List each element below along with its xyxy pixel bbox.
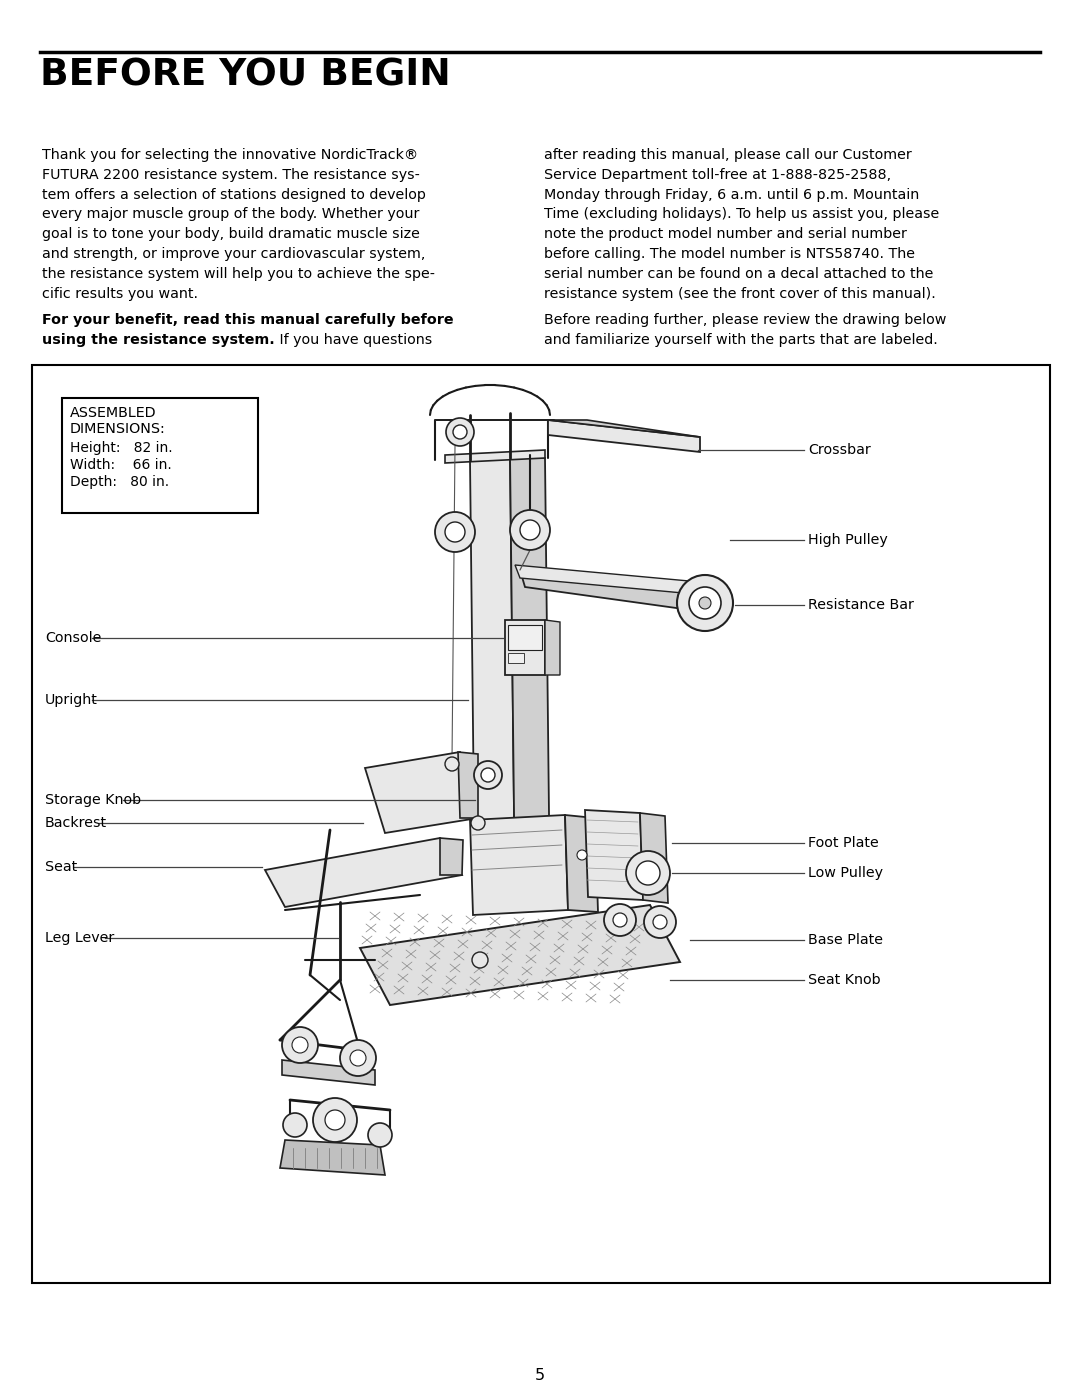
- Circle shape: [689, 587, 721, 619]
- Text: serial number can be found on a decal attached to the: serial number can be found on a decal at…: [544, 267, 933, 281]
- Polygon shape: [510, 455, 550, 902]
- Bar: [508, 624, 542, 650]
- Circle shape: [283, 1113, 307, 1137]
- Text: after reading this manual, please call our Customer: after reading this manual, please call o…: [544, 148, 912, 162]
- Polygon shape: [440, 838, 463, 875]
- Text: before calling. The model number is NTS58740. The: before calling. The model number is NTS5…: [544, 247, 915, 261]
- Circle shape: [577, 849, 588, 861]
- Polygon shape: [458, 752, 478, 819]
- Circle shape: [282, 1027, 318, 1063]
- Circle shape: [368, 1123, 392, 1147]
- Polygon shape: [265, 838, 462, 907]
- Text: and familiarize yourself with the parts that are labeled.: and familiarize yourself with the parts …: [544, 332, 937, 346]
- Bar: [505, 620, 545, 675]
- Text: If you have questions: If you have questions: [275, 332, 432, 346]
- Polygon shape: [445, 450, 545, 462]
- Bar: [32, 365, 1050, 1282]
- Text: and strength, or improve your cardiovascular system,: and strength, or improve your cardiovasc…: [42, 247, 426, 261]
- Circle shape: [313, 1098, 357, 1141]
- Polygon shape: [548, 420, 700, 453]
- Text: Base Plate: Base Plate: [808, 933, 883, 947]
- Circle shape: [604, 904, 636, 936]
- Text: Console: Console: [45, 631, 102, 645]
- Text: Service Department toll-free at 1-888-825-2588,: Service Department toll-free at 1-888-82…: [544, 168, 891, 182]
- Bar: [62, 398, 258, 513]
- Circle shape: [453, 425, 467, 439]
- Text: Resistance Bar: Resistance Bar: [808, 598, 914, 612]
- Polygon shape: [282, 1060, 375, 1085]
- Text: Foot Plate: Foot Plate: [808, 835, 879, 849]
- Circle shape: [471, 816, 485, 830]
- Circle shape: [445, 522, 465, 542]
- Circle shape: [519, 520, 540, 541]
- Text: resistance system (see the front cover of this manual).: resistance system (see the front cover o…: [544, 286, 935, 300]
- Text: goal is to tone your body, build dramatic muscle size: goal is to tone your body, build dramati…: [42, 228, 420, 242]
- Circle shape: [626, 851, 670, 895]
- Polygon shape: [435, 420, 700, 437]
- Text: the resistance system will help you to achieve the spe-: the resistance system will help you to a…: [42, 267, 435, 281]
- Polygon shape: [519, 570, 705, 612]
- Text: note the product model number and serial number: note the product model number and serial…: [544, 228, 907, 242]
- Text: Height:   82 in.: Height: 82 in.: [70, 441, 173, 455]
- Circle shape: [636, 861, 660, 886]
- Circle shape: [445, 757, 459, 771]
- Text: Upright: Upright: [45, 693, 98, 707]
- Text: Monday through Friday, 6 a.m. until 6 p.m. Mountain: Monday through Friday, 6 a.m. until 6 p.…: [544, 187, 919, 201]
- Polygon shape: [470, 814, 568, 915]
- Text: Before reading further, please review the drawing below: Before reading further, please review th…: [544, 313, 946, 327]
- Polygon shape: [360, 905, 680, 1004]
- Text: Time (excluding holidays). To help us assist you, please: Time (excluding holidays). To help us as…: [544, 207, 940, 221]
- Text: cific results you want.: cific results you want.: [42, 286, 198, 300]
- Text: Seat: Seat: [45, 861, 78, 875]
- Polygon shape: [470, 455, 515, 905]
- Text: DIMENSIONS:: DIMENSIONS:: [70, 422, 165, 436]
- Polygon shape: [565, 814, 598, 912]
- Text: Backrest: Backrest: [45, 816, 107, 830]
- Text: tem offers a selection of stations designed to develop: tem offers a selection of stations desig…: [42, 187, 426, 201]
- Text: Thank you for selecting the innovative NordicTrack®: Thank you for selecting the innovative N…: [42, 148, 418, 162]
- Circle shape: [446, 418, 474, 446]
- Circle shape: [644, 907, 676, 937]
- Text: Leg Lever: Leg Lever: [45, 930, 114, 944]
- Text: Width:    66 in.: Width: 66 in.: [70, 458, 172, 472]
- Polygon shape: [280, 1140, 384, 1175]
- Circle shape: [472, 951, 488, 968]
- Text: using the resistance system.: using the resistance system.: [42, 332, 274, 346]
- Bar: [508, 652, 524, 664]
- Polygon shape: [365, 752, 478, 833]
- Text: For your benefit, read this manual carefully before: For your benefit, read this manual caref…: [42, 313, 454, 327]
- Circle shape: [325, 1111, 345, 1130]
- Circle shape: [350, 1051, 366, 1066]
- Circle shape: [677, 576, 733, 631]
- Text: BEFORE YOU BEGIN: BEFORE YOU BEGIN: [40, 59, 450, 94]
- Text: High Pulley: High Pulley: [808, 534, 888, 548]
- Text: Low Pulley: Low Pulley: [808, 866, 883, 880]
- Circle shape: [340, 1039, 376, 1076]
- Polygon shape: [640, 813, 669, 902]
- Circle shape: [292, 1037, 308, 1053]
- Circle shape: [699, 597, 711, 609]
- Polygon shape: [515, 564, 705, 595]
- Text: Depth:   80 in.: Depth: 80 in.: [70, 475, 170, 489]
- Circle shape: [510, 510, 550, 550]
- Text: ASSEMBLED: ASSEMBLED: [70, 407, 157, 420]
- Polygon shape: [545, 620, 561, 675]
- Circle shape: [435, 511, 475, 552]
- Polygon shape: [585, 810, 643, 900]
- Circle shape: [653, 915, 667, 929]
- Text: Seat Knob: Seat Knob: [808, 972, 880, 988]
- Text: 5: 5: [535, 1368, 545, 1383]
- Text: every major muscle group of the body. Whether your: every major muscle group of the body. Wh…: [42, 207, 419, 221]
- Text: Storage Knob: Storage Knob: [45, 793, 141, 807]
- Circle shape: [613, 914, 627, 928]
- Circle shape: [481, 768, 495, 782]
- Text: FUTURA 2200 resistance system. The resistance sys-: FUTURA 2200 resistance system. The resis…: [42, 168, 420, 182]
- Circle shape: [474, 761, 502, 789]
- Text: Crossbar: Crossbar: [808, 443, 870, 457]
